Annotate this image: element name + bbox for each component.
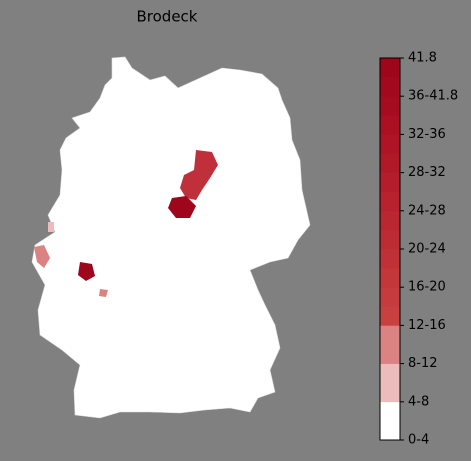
colorbar-segment xyxy=(380,401,400,422)
colorbar-segment xyxy=(380,363,400,383)
region xyxy=(180,150,218,200)
colorbar-frame xyxy=(379,57,401,441)
colorbar-segment xyxy=(380,420,400,441)
colorbar-segment xyxy=(380,210,400,231)
colorbar-segment xyxy=(380,96,400,116)
colorbar-tick-label: 4-8 xyxy=(408,394,429,409)
colorbar-segment xyxy=(380,58,400,78)
colorbar-tick-label: 28-32 xyxy=(408,165,446,180)
region xyxy=(168,196,196,218)
colorbar-tick-label: 20-24 xyxy=(408,242,446,257)
colorbar-segment xyxy=(380,325,400,345)
colorbar-segment xyxy=(380,172,400,192)
colorbar-tick-label: 32-36 xyxy=(408,127,446,142)
country-shape xyxy=(31,56,311,419)
colorbar-segment xyxy=(380,344,400,364)
germany-map xyxy=(31,56,311,419)
colorbar-segment xyxy=(380,382,400,403)
colorbar-tick-label: 12-16 xyxy=(408,318,446,333)
colorbar-segment xyxy=(380,249,400,269)
colorbar-tick-label: 8-12 xyxy=(408,356,438,371)
colorbar-segment xyxy=(380,306,400,326)
colorbar-tick-label: 41.8 xyxy=(408,51,437,66)
colorbar-segment xyxy=(380,115,400,135)
colorbar-segment xyxy=(380,229,400,250)
colorbar-segment xyxy=(380,268,400,288)
region xyxy=(34,245,50,268)
colorbar-segment xyxy=(380,287,400,307)
colorbar-tick-label: 16-20 xyxy=(408,280,446,295)
colorbar-tick-label: 36-41.8 xyxy=(408,89,458,104)
colorbar-segment xyxy=(380,153,400,173)
region xyxy=(48,222,54,232)
colorbar-segment xyxy=(380,134,400,154)
map-title: Brodeck xyxy=(137,8,198,26)
colorbar: 0-4 4-8 8-12 12-16 16-20 20-24 24-28 28-32 32-36… xyxy=(380,51,458,448)
colorbar-segment xyxy=(380,191,400,212)
colorbar-tick-label: 24-28 xyxy=(408,203,446,218)
colorbar-segment xyxy=(380,77,400,97)
colorbar-tick-label: 0-4 xyxy=(408,433,429,448)
region xyxy=(78,262,95,281)
region xyxy=(99,289,108,297)
